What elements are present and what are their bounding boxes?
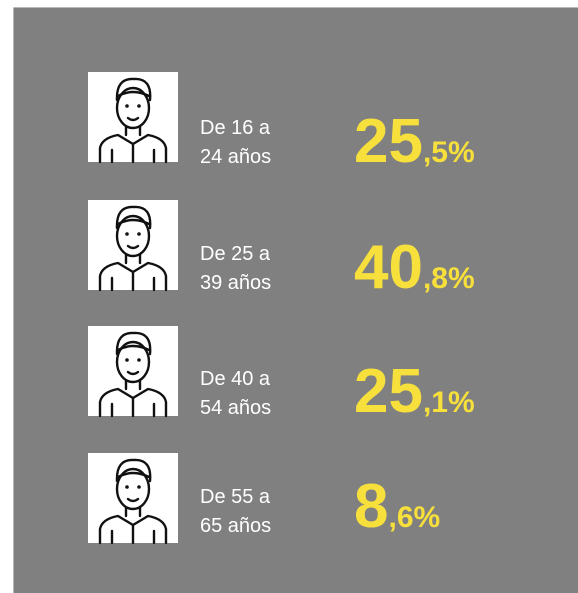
person-icon — [86, 324, 180, 418]
percentage-rest: ,8% — [423, 262, 475, 295]
age-label: 39 años — [200, 272, 271, 294]
age-label: De 16 a — [200, 117, 271, 139]
percentage: 25,1% — [354, 357, 475, 426]
percentage: 8,6% — [354, 472, 440, 541]
percentage-rest: ,5% — [423, 136, 475, 169]
percentage: 40,8% — [354, 233, 475, 302]
percentage: 25,5% — [354, 107, 475, 176]
row: De 25 a 39 años 40,8% — [86, 198, 475, 302]
row: De 55 a 65 años 8,6% — [86, 451, 440, 545]
row: De 40 a 54 años 25,1% — [86, 324, 475, 426]
age-label: De 25 a — [200, 243, 271, 265]
person-icon — [86, 198, 180, 292]
age-label: 54 años — [200, 397, 271, 419]
age-label: De 40 a — [200, 368, 271, 390]
age-label: 65 años — [200, 515, 271, 537]
percentage-whole: 40 — [354, 233, 423, 302]
age-label: De 55 a — [200, 486, 271, 508]
percentage-rest: ,6% — [388, 501, 440, 534]
person-icon — [86, 451, 180, 545]
row: De 16 a 24 años 25,5% — [86, 70, 475, 176]
person-icon — [86, 70, 180, 164]
percentage-rest: ,1% — [423, 386, 475, 419]
percentage-whole: 8 — [354, 472, 388, 541]
percentage-whole: 25 — [354, 107, 423, 176]
percentage-whole: 25 — [354, 357, 423, 426]
age-label: 24 años — [200, 146, 271, 168]
